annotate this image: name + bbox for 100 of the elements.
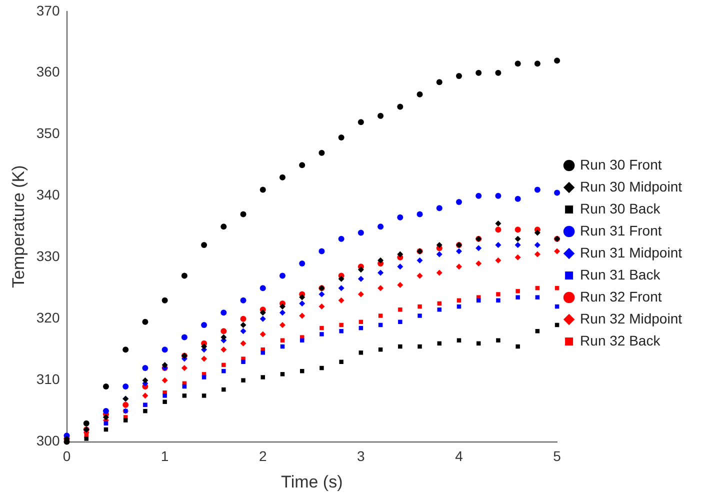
point — [476, 192, 482, 199]
point — [398, 307, 402, 312]
point — [516, 295, 520, 300]
point — [279, 322, 286, 328]
point — [202, 375, 206, 380]
x-tick-label: 4 — [455, 448, 464, 464]
point — [514, 242, 521, 248]
point — [240, 328, 246, 334]
point — [339, 322, 344, 328]
point — [142, 365, 148, 372]
point — [318, 291, 325, 298]
point — [260, 310, 266, 316]
y-tick-label: 360 — [36, 64, 60, 80]
point — [534, 186, 540, 193]
point — [516, 289, 520, 294]
point — [320, 366, 324, 370]
y-tick-label: 350 — [36, 125, 60, 142]
point — [397, 214, 404, 220]
legend-label: Run 32 Front — [580, 288, 662, 304]
point — [338, 285, 344, 292]
point — [181, 272, 188, 279]
point — [220, 328, 227, 334]
point — [436, 242, 442, 248]
point — [534, 242, 540, 248]
point — [378, 270, 384, 276]
point — [476, 260, 482, 266]
point — [241, 378, 246, 382]
point — [418, 344, 422, 349]
point — [162, 377, 168, 384]
point — [123, 418, 128, 422]
x-axis-title: Time (s) — [281, 472, 343, 492]
point — [143, 408, 148, 414]
point — [534, 251, 540, 258]
point — [416, 211, 423, 218]
point — [260, 186, 266, 193]
point — [358, 266, 364, 273]
point — [358, 291, 364, 298]
legend-label: Run 32 Back — [580, 332, 662, 348]
point — [279, 310, 286, 316]
point — [398, 344, 402, 349]
point — [220, 334, 227, 340]
point — [122, 346, 129, 353]
point — [516, 344, 520, 349]
point — [240, 340, 246, 346]
point — [320, 332, 324, 336]
point — [495, 257, 502, 264]
point — [220, 224, 227, 230]
point — [260, 285, 266, 292]
point — [436, 251, 442, 258]
point — [280, 372, 285, 376]
point — [102, 383, 109, 390]
point — [201, 322, 208, 328]
point — [260, 375, 265, 380]
point — [436, 79, 442, 86]
point — [456, 248, 462, 254]
y-tick-label: 310 — [36, 371, 60, 388]
point — [182, 394, 187, 398]
point — [260, 316, 266, 322]
point — [280, 338, 285, 342]
y-tick-label: 340 — [36, 186, 60, 203]
point — [378, 224, 384, 230]
point — [378, 314, 383, 318]
point — [222, 362, 226, 368]
point — [495, 70, 502, 76]
point — [339, 329, 344, 334]
point — [338, 236, 344, 242]
point — [514, 254, 521, 260]
point — [122, 383, 129, 390]
point — [222, 368, 226, 374]
point — [554, 58, 560, 64]
point — [456, 72, 462, 79]
x-tick-label: 3 — [357, 448, 366, 464]
point — [338, 297, 344, 304]
point — [397, 104, 404, 110]
point — [181, 334, 188, 340]
point — [299, 294, 306, 300]
point — [279, 174, 286, 180]
x-tick-label: 2 — [258, 448, 267, 464]
point — [358, 350, 364, 355]
point — [299, 162, 306, 168]
point — [418, 314, 422, 318]
point — [162, 362, 168, 368]
y-tick-label: 330 — [36, 248, 60, 264]
point — [416, 257, 423, 264]
point — [534, 60, 540, 67]
point — [162, 346, 168, 353]
point — [318, 150, 325, 156]
point — [241, 360, 246, 364]
point — [358, 230, 364, 236]
y-axis-title: Temperature (K) — [8, 165, 28, 288]
legend-label: Run 30 Back — [580, 200, 662, 216]
point — [378, 112, 384, 119]
legend-label: Run 30 Front — [580, 156, 662, 172]
point — [358, 119, 364, 126]
point — [220, 346, 227, 353]
point — [456, 199, 462, 206]
point — [201, 343, 208, 350]
point — [320, 326, 324, 330]
point — [339, 360, 344, 364]
point — [514, 196, 521, 202]
